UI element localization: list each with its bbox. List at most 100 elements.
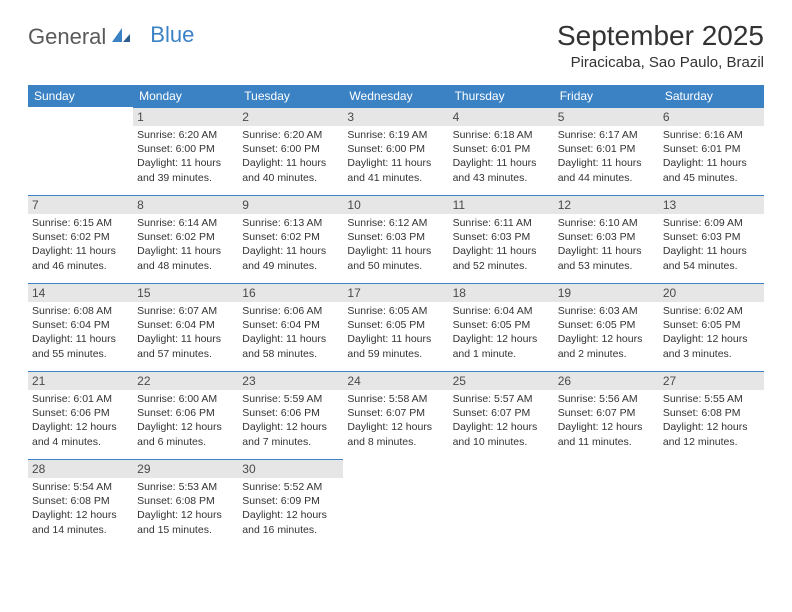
- calendar-cell: 29Sunrise: 5:53 AM Sunset: 6:08 PM Dayli…: [133, 459, 238, 547]
- day-details: Sunrise: 5:58 AM Sunset: 6:07 PM Dayligh…: [347, 392, 444, 449]
- calendar-week-row: 7 Sunrise: 6:15 AM Sunset: 6:02 PM Daylig…: [28, 195, 764, 283]
- day-number: 24: [343, 371, 448, 390]
- day-details: Sunrise: 5:56 AM Sunset: 6:07 PM Dayligh…: [558, 392, 655, 449]
- day-details: Sunrise: 6:16 AM Sunset: 6:01 PM Dayligh…: [663, 128, 760, 185]
- day-number: 19: [554, 283, 659, 302]
- calendar-cell: 14 Sunrise: 6:08 AM Sunset: 6:04 PM Dayli…: [28, 283, 133, 371]
- calendar-cell: 9Sunrise: 6:13 AM Sunset: 6:02 PM Daylig…: [238, 195, 343, 283]
- calendar-cell: 15 Sunrise: 6:07 AM Sunset: 6:04 PM Dayli…: [133, 283, 238, 371]
- day-details: Sunrise: 6:13 AM Sunset: 6:02 PM Dayligh…: [242, 216, 339, 273]
- day-number: 5: [554, 107, 659, 126]
- day-number: 3: [343, 107, 448, 126]
- calendar-cell: 10 Sunrise: 6:12 AM Sunset: 6:03 PM Dayli…: [343, 195, 448, 283]
- weekday-header: Thursday: [449, 85, 554, 107]
- calendar-cell: 23Sunrise: 5:59 AM Sunset: 6:06 PM Dayli…: [238, 371, 343, 459]
- day-details: Sunrise: 6:11 AM Sunset: 6:03 PM Dayligh…: [453, 216, 550, 273]
- weekday-header-row: SundayMondayTuesdayWednesdayThursdayFrid…: [28, 85, 764, 107]
- day-details: Sunrise: 5:54 AM Sunset: 6:08 PM Dayligh…: [32, 480, 129, 537]
- calendar-cell: [554, 459, 659, 547]
- calendar-cell: 19 Sunrise: 6:03 AM Sunset: 6:05 PM Dayli…: [554, 283, 659, 371]
- calendar-cell: 4 Sunrise: 6:18 AM Sunset: 6:01 PM Daylig…: [449, 107, 554, 195]
- calendar-cell: 28 Sunrise: 5:54 AM Sunset: 6:08 PM Dayli…: [28, 459, 133, 547]
- day-details: Sunrise: 6:02 AM Sunset: 6:05 PM Dayligh…: [663, 304, 760, 361]
- calendar-cell: 30 Sunrise: 5:52 AM Sunset: 6:09 PM Dayli…: [238, 459, 343, 547]
- logo-text-general: General: [28, 24, 106, 50]
- calendar-cell: [343, 459, 448, 547]
- calendar-cell: 16 Sunrise: 6:06 AM Sunset: 6:04 PM Dayli…: [238, 283, 343, 371]
- logo-sail-icon: [110, 24, 132, 50]
- calendar-cell: 11 Sunrise: 6:11 AM Sunset: 6:03 PM Dayli…: [449, 195, 554, 283]
- day-details: Sunrise: 6:18 AM Sunset: 6:01 PM Dayligh…: [453, 128, 550, 185]
- day-number: 28: [28, 459, 133, 478]
- day-number: 1: [133, 107, 238, 126]
- day-number: 30: [238, 459, 343, 478]
- calendar-cell: [449, 459, 554, 547]
- day-details: Sunrise: 6:17 AM Sunset: 6:01 PM Dayligh…: [558, 128, 655, 185]
- day-details: Sunrise: 6:00 AM Sunset: 6:06 PM Dayligh…: [137, 392, 234, 449]
- calendar-cell: 26Sunrise: 5:56 AM Sunset: 6:07 PM Dayli…: [554, 371, 659, 459]
- day-number: 8: [133, 195, 238, 214]
- day-number: 17: [343, 283, 448, 302]
- day-details: Sunrise: 5:59 AM Sunset: 6:06 PM Dayligh…: [242, 392, 339, 449]
- day-number: 4: [449, 107, 554, 126]
- day-number: 10: [343, 195, 448, 214]
- day-number: 21: [28, 371, 133, 390]
- day-number: 14: [28, 283, 133, 302]
- day-details: Sunrise: 6:15 AM Sunset: 6:02 PM Dayligh…: [32, 216, 129, 273]
- day-details: Sunrise: 6:06 AM Sunset: 6:04 PM Dayligh…: [242, 304, 339, 361]
- day-details: Sunrise: 5:52 AM Sunset: 6:09 PM Dayligh…: [242, 480, 339, 537]
- day-number: 7: [28, 195, 133, 214]
- logo-text-blue: Blue: [150, 22, 194, 48]
- day-number: 16: [238, 283, 343, 302]
- day-details: Sunrise: 6:03 AM Sunset: 6:05 PM Dayligh…: [558, 304, 655, 361]
- day-details: Sunrise: 6:07 AM Sunset: 6:04 PM Dayligh…: [137, 304, 234, 361]
- day-details: Sunrise: 6:09 AM Sunset: 6:03 PM Dayligh…: [663, 216, 760, 273]
- calendar-cell: [28, 107, 133, 195]
- day-number: 11: [449, 195, 554, 214]
- weekday-header: Sunday: [28, 85, 133, 107]
- day-number: 6: [659, 107, 764, 126]
- calendar-cell: 1Sunrise: 6:20 AM Sunset: 6:00 PM Daylig…: [133, 107, 238, 195]
- day-details: Sunrise: 6:08 AM Sunset: 6:04 PM Dayligh…: [32, 304, 129, 361]
- calendar-cell: 13 Sunrise: 6:09 AM Sunset: 6:03 PM Dayli…: [659, 195, 764, 283]
- calendar-week-row: 1Sunrise: 6:20 AM Sunset: 6:00 PM Daylig…: [28, 107, 764, 195]
- calendar-cell: 12Sunrise: 6:10 AM Sunset: 6:03 PM Dayli…: [554, 195, 659, 283]
- calendar-cell: 6 Sunrise: 6:16 AM Sunset: 6:01 PM Daylig…: [659, 107, 764, 195]
- day-details: Sunrise: 6:19 AM Sunset: 6:00 PM Dayligh…: [347, 128, 444, 185]
- location-text: Piracicaba, Sao Paulo, Brazil: [557, 54, 764, 71]
- day-details: Sunrise: 6:14 AM Sunset: 6:02 PM Dayligh…: [137, 216, 234, 273]
- calendar-cell: 2Sunrise: 6:20 AM Sunset: 6:00 PM Daylig…: [238, 107, 343, 195]
- day-number: 13: [659, 195, 764, 214]
- day-number: 29: [133, 459, 238, 478]
- day-details: Sunrise: 6:20 AM Sunset: 6:00 PM Dayligh…: [242, 128, 339, 185]
- logo: General Blue: [28, 20, 194, 50]
- calendar-week-row: 28 Sunrise: 5:54 AM Sunset: 6:08 PM Dayli…: [28, 459, 764, 547]
- weekday-header: Saturday: [659, 85, 764, 107]
- weekday-header: Wednesday: [343, 85, 448, 107]
- title-block: September 2025 Piracicaba, Sao Paulo, Br…: [557, 20, 764, 71]
- calendar-cell: 8 Sunrise: 6:14 AM Sunset: 6:02 PM Daylig…: [133, 195, 238, 283]
- day-number: 15: [133, 283, 238, 302]
- day-details: Sunrise: 6:04 AM Sunset: 6:05 PM Dayligh…: [453, 304, 550, 361]
- weekday-header: Friday: [554, 85, 659, 107]
- calendar-cell: 18Sunrise: 6:04 AM Sunset: 6:05 PM Dayli…: [449, 283, 554, 371]
- calendar-cell: 5 Sunrise: 6:17 AM Sunset: 6:01 PM Daylig…: [554, 107, 659, 195]
- weekday-header: Tuesday: [238, 85, 343, 107]
- calendar-cell: 17 Sunrise: 6:05 AM Sunset: 6:05 PM Dayli…: [343, 283, 448, 371]
- calendar-cell: 3 Sunrise: 6:19 AM Sunset: 6:00 PM Daylig…: [343, 107, 448, 195]
- day-number: 20: [659, 283, 764, 302]
- day-number: 25: [449, 371, 554, 390]
- calendar-table: SundayMondayTuesdayWednesdayThursdayFrid…: [28, 85, 764, 547]
- day-details: Sunrise: 5:57 AM Sunset: 6:07 PM Dayligh…: [453, 392, 550, 449]
- day-details: Sunrise: 6:01 AM Sunset: 6:06 PM Dayligh…: [32, 392, 129, 449]
- day-details: Sunrise: 5:55 AM Sunset: 6:08 PM Dayligh…: [663, 392, 760, 449]
- day-number: 27: [659, 371, 764, 390]
- page-header: General Blue September 2025 Piracicaba, …: [28, 20, 764, 71]
- calendar-cell: 22Sunrise: 6:00 AM Sunset: 6:06 PM Dayli…: [133, 371, 238, 459]
- day-details: Sunrise: 6:10 AM Sunset: 6:03 PM Dayligh…: [558, 216, 655, 273]
- month-title: September 2025: [557, 20, 764, 52]
- calendar-week-row: 21 Sunrise: 6:01 AM Sunset: 6:06 PM Dayli…: [28, 371, 764, 459]
- day-details: Sunrise: 6:05 AM Sunset: 6:05 PM Dayligh…: [347, 304, 444, 361]
- day-details: Sunrise: 6:12 AM Sunset: 6:03 PM Dayligh…: [347, 216, 444, 273]
- calendar-cell: 20 Sunrise: 6:02 AM Sunset: 6:05 PM Dayli…: [659, 283, 764, 371]
